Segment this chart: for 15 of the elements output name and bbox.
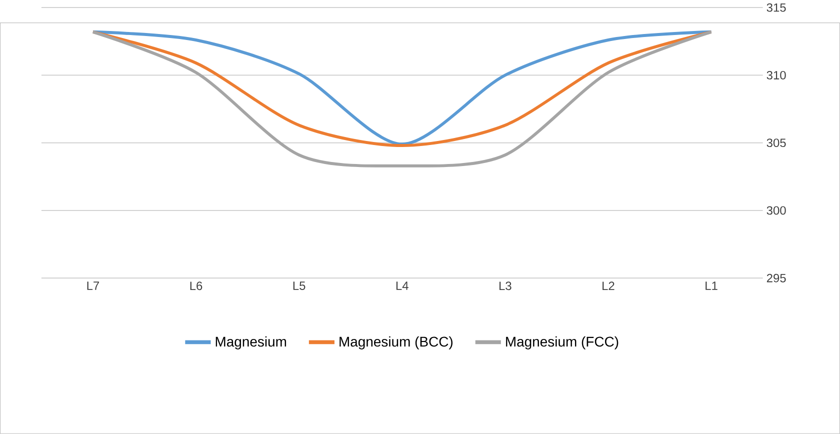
y-tick-label: 310 [766, 71, 786, 80]
x-tick-label: L7 [87, 282, 100, 290]
y-tick-label: 305 [766, 138, 786, 148]
legend-label: Magnesium [216, 336, 286, 350]
legend-label: Magnesium (FCC) [506, 336, 618, 350]
x-tick-label: L2 [602, 282, 614, 290]
y-tick-label: 295 [766, 274, 786, 282]
x-tick-label: L3 [499, 282, 512, 290]
legend-label: Magnesium (BCC) [340, 336, 453, 350]
x-tick-label: L5 [293, 282, 306, 290]
x-tick-label: L4 [396, 282, 408, 290]
y-tick-label: 300 [766, 206, 786, 215]
x-tick-label: L1 [706, 282, 718, 290]
y-tick-label: 315 [766, 3, 786, 12]
x-tick-label: L6 [190, 282, 202, 290]
